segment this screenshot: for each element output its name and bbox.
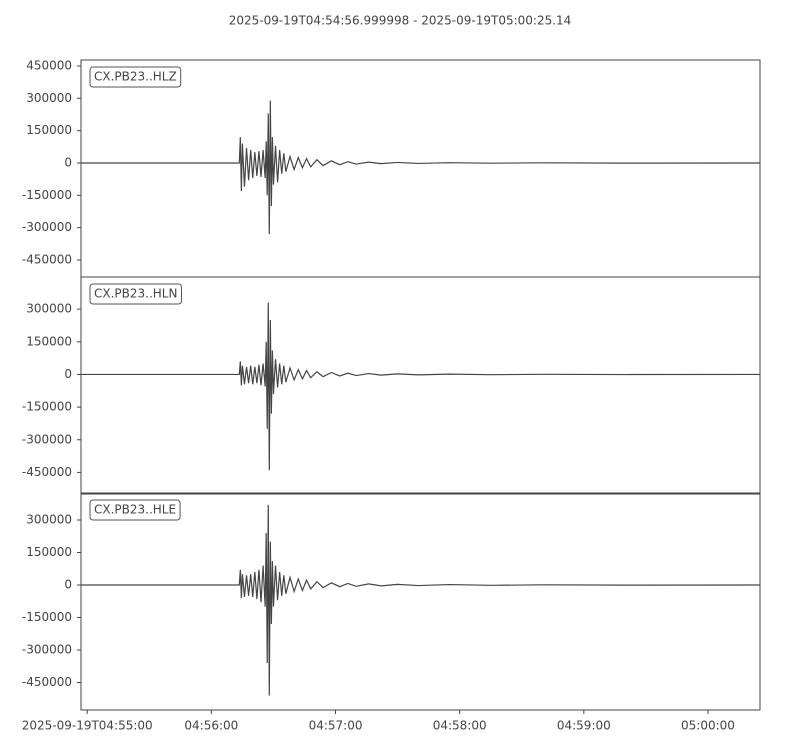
y-tick-label: -450000 [22, 675, 72, 689]
trace-label: CX.PB23..HLE [94, 503, 176, 517]
y-tick-label: -300000 [22, 643, 72, 657]
trace-label: CX.PB23..HLZ [94, 70, 177, 84]
waveform [81, 100, 760, 235]
y-tick-label: -300000 [22, 432, 72, 446]
panel-frame [80, 59, 761, 278]
panel-frame [80, 492, 761, 711]
y-tick-label: 150000 [26, 334, 72, 348]
y-tick-label: -450000 [22, 465, 72, 479]
y-tick-label: 150000 [26, 123, 72, 137]
x-tick-label: 04:57:00 [309, 719, 363, 733]
waveform [81, 302, 760, 471]
y-tick-label: 0 [64, 578, 72, 592]
y-tick-label: -450000 [22, 252, 72, 266]
y-tick-label: 0 [64, 367, 72, 381]
x-tick-label: 2025-09-19T04:55:00 [22, 719, 153, 733]
y-tick-label: -150000 [22, 400, 72, 414]
waveform [81, 504, 760, 696]
y-tick-label: 300000 [26, 302, 72, 316]
panel-frame [80, 276, 761, 495]
trace-label-box [89, 499, 181, 521]
chart-title: 2025-09-19T04:54:56.999998 - 2025-09-19T… [229, 14, 572, 28]
y-tick-label: 300000 [26, 91, 72, 105]
trace-label-box [89, 283, 182, 305]
x-tick-label: 04:58:00 [433, 719, 487, 733]
trace-label: CX.PB23..HLN [94, 287, 177, 301]
y-tick-label: 450000 [26, 58, 72, 72]
y-tick-label: -300000 [22, 220, 72, 234]
trace-label-box [89, 66, 182, 88]
x-tick-label: 04:59:00 [557, 719, 611, 733]
x-tick-label: 04:56:00 [184, 719, 238, 733]
x-tick-label: 05:00:00 [681, 719, 735, 733]
y-tick-label: 150000 [26, 545, 72, 559]
y-tick-label: 0 [64, 155, 72, 169]
y-tick-label: -150000 [22, 610, 72, 624]
y-tick-label: 300000 [26, 512, 72, 526]
y-tick-label: -150000 [22, 188, 72, 202]
